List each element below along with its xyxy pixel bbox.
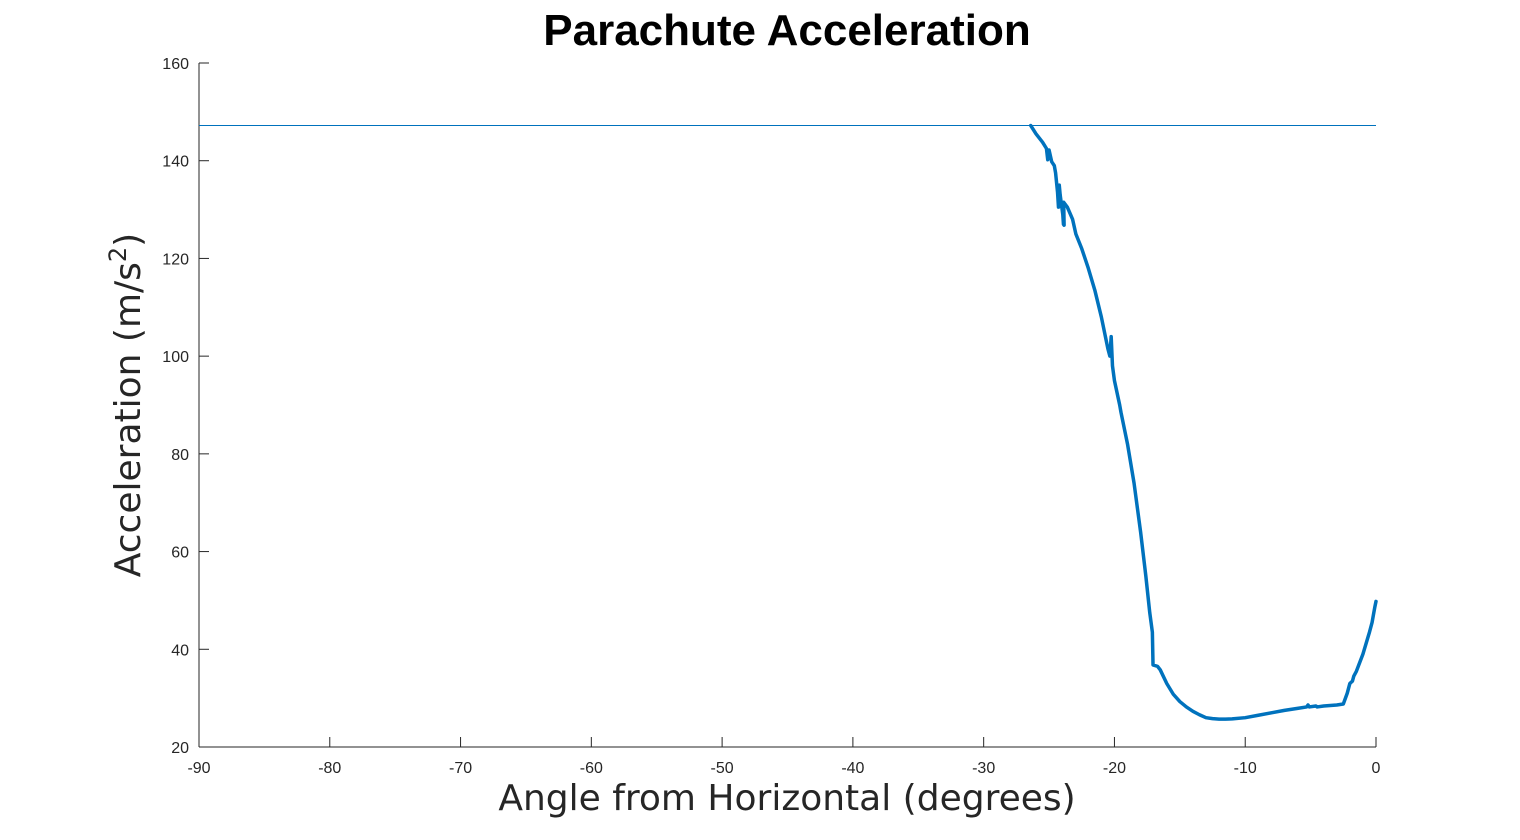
y-tick-label: 100 xyxy=(162,349,189,366)
x-tick-label: 0 xyxy=(1372,760,1381,777)
y-tick-label: 20 xyxy=(171,740,189,757)
y-axis-title-main: Acceleration (m/s xyxy=(108,262,149,577)
x-tick-label: -40 xyxy=(841,760,864,777)
y-axis-title-superscript: 2 xyxy=(104,247,132,262)
x-tick-label: -20 xyxy=(1103,760,1126,777)
x-tick-label: -80 xyxy=(318,760,341,777)
y-axis-title-close: ) xyxy=(108,233,149,247)
y-tick-label: 40 xyxy=(171,642,189,659)
y-tick-label: 120 xyxy=(162,251,189,268)
chart-title: Parachute Acceleration xyxy=(543,6,1030,55)
x-tick-label: -60 xyxy=(580,760,603,777)
x-tick-label: -90 xyxy=(187,760,210,777)
y-axis-title: Acceleration (m/s2) xyxy=(104,233,149,577)
series xyxy=(199,123,1378,721)
y-tick-label: 60 xyxy=(171,545,189,562)
x-tick-label: -10 xyxy=(1234,760,1257,777)
y-tick-label: 160 xyxy=(162,56,189,73)
x-axis-title: Angle from Horizontal (degrees) xyxy=(498,778,1075,819)
y-tick-label: 80 xyxy=(171,447,189,464)
y-tick-label: 140 xyxy=(162,154,189,171)
ticks: -90 -80 -70 -60 -50 -40 -30 -20 -10 0 20 40 60 80 100 1… xyxy=(162,56,1380,777)
x-tick-label: -30 xyxy=(972,760,995,777)
axes xyxy=(198,63,1376,748)
x-tick-label: -70 xyxy=(449,760,472,777)
x-tick-label: -50 xyxy=(711,760,734,777)
series-line xyxy=(1029,123,1378,721)
